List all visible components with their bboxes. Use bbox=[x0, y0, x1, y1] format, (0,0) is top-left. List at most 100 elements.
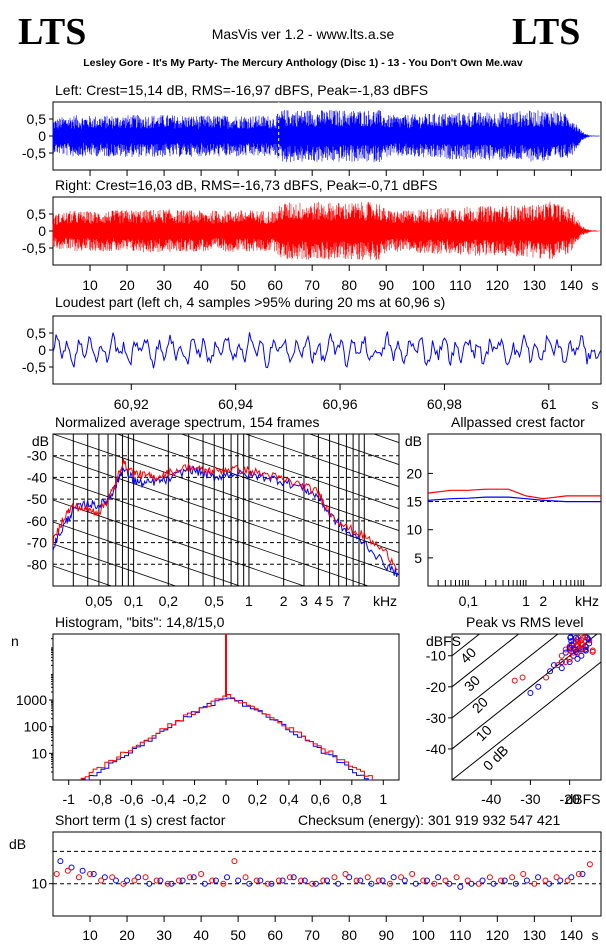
shortcrest-right-point bbox=[242, 874, 249, 881]
shortcrest-left-point bbox=[179, 877, 186, 884]
spectrum-grid bbox=[53, 258, 399, 839]
right-wave-ytick-label: 0,5 bbox=[27, 206, 47, 222]
peakrms-left-point bbox=[566, 658, 573, 665]
peakrms-left-point bbox=[578, 652, 585, 659]
peakrms-left-point bbox=[586, 640, 593, 647]
spectrum-ytick-label: -70 bbox=[27, 535, 47, 551]
shortcrest-right-point bbox=[453, 874, 460, 881]
left-wave-ytick-label: -0,5 bbox=[22, 145, 46, 161]
shortcrest-left-point bbox=[579, 871, 586, 877]
shortcrest-left-point bbox=[212, 877, 219, 884]
spectrum-frame bbox=[52, 433, 400, 587]
shortcrest-left-point bbox=[90, 871, 97, 877]
shortcrest-right-point bbox=[531, 880, 538, 887]
shortcrest-right-point bbox=[209, 877, 216, 884]
shortcrest-right-point bbox=[220, 880, 227, 887]
peakrms-left-point bbox=[574, 655, 581, 662]
shortcrest-right-point bbox=[309, 880, 316, 887]
peakrms-left-point bbox=[527, 690, 534, 697]
shortcrest-right-point bbox=[375, 877, 382, 884]
peakrms-right-point bbox=[554, 662, 561, 669]
peakrms-left-point bbox=[558, 665, 565, 672]
shortcrest-left-point bbox=[57, 858, 64, 865]
spectrum-slope bbox=[372, 434, 399, 443]
right-wave-title: Right: Crest=16,03 dB, RMS=-16,73 dBFS, … bbox=[55, 177, 438, 193]
peakrms-diagonal bbox=[452, 634, 520, 688]
histogram-ytick-label: 1000 bbox=[16, 692, 47, 708]
shortcrest-left-point bbox=[157, 877, 164, 884]
shortcrest-right-point bbox=[275, 877, 282, 884]
right-wave-xtick-label: 60 bbox=[267, 277, 283, 293]
shortcrest-left-point bbox=[235, 877, 242, 884]
peakrms-right-point bbox=[566, 655, 573, 662]
peakrms-ytick-label: -30 bbox=[426, 710, 446, 726]
right-wave-xtick-label: 80 bbox=[341, 277, 357, 293]
spectrum-slope bbox=[53, 720, 399, 839]
allpass-ytick-label: 5 bbox=[414, 550, 422, 566]
peakrms-right-point bbox=[575, 638, 582, 645]
peakrms-diagonal bbox=[452, 661, 601, 780]
spectrum-title: Normalized average spectrum, 154 frames bbox=[55, 414, 320, 430]
right-wave-xtick-label: 40 bbox=[193, 277, 209, 293]
loudest-ytick-label: 0,5 bbox=[27, 325, 47, 341]
shortcrest-left-point bbox=[101, 874, 108, 881]
shortcrest-right-point bbox=[386, 880, 393, 887]
right-wave-xtick-label: 140 bbox=[560, 277, 584, 293]
spectrum-ytick-label: -30 bbox=[27, 448, 47, 464]
allpass-ytick-label: 20 bbox=[406, 465, 422, 481]
peakrms-diagonal bbox=[452, 634, 559, 719]
shortcrest-right-point bbox=[520, 871, 527, 877]
spectrum-slope bbox=[308, 434, 399, 465]
histogram-xtick-label: 0,6 bbox=[311, 791, 331, 807]
right-wave-xtick-label: 20 bbox=[119, 277, 135, 293]
histogram-right-line bbox=[80, 694, 373, 780]
shortcrest-left-point bbox=[168, 880, 175, 887]
histogram-left-line bbox=[80, 697, 373, 781]
left-wave-ytick-label: 0 bbox=[38, 128, 46, 144]
shortcrest-left-point bbox=[568, 874, 575, 881]
shortcrest-ylabel: dB bbox=[9, 836, 26, 852]
allpass-ylabel: dB bbox=[405, 433, 422, 449]
spectrum-slope bbox=[53, 521, 242, 586]
shortcrest-right-point bbox=[164, 880, 171, 887]
shortcrest-left-point bbox=[401, 877, 408, 884]
shortcrest-left-point bbox=[335, 880, 342, 887]
shortcrest-right-point bbox=[231, 858, 238, 865]
peakrms-right-point bbox=[543, 674, 550, 681]
shortcrest-left-point bbox=[346, 874, 353, 881]
shortcrest-left-point bbox=[546, 880, 553, 887]
shortcrest-left-point bbox=[79, 867, 86, 874]
loudest-xtick-label: 60,94 bbox=[218, 396, 253, 412]
right-wave-ytick-label: 0 bbox=[38, 223, 46, 239]
histogram-xtick-label: 0,4 bbox=[279, 791, 299, 807]
allpass-xtick-label: 1 bbox=[522, 593, 530, 609]
shortcrest-right-point bbox=[542, 877, 549, 884]
right-wave-xtick-label: 120 bbox=[486, 277, 510, 293]
shortcrest-right-point bbox=[298, 877, 305, 884]
spectrum-slope bbox=[53, 258, 399, 377]
spectrum-slope bbox=[53, 543, 177, 586]
shortcrest-right-point bbox=[64, 867, 71, 874]
spectrum-slope bbox=[115, 434, 399, 531]
shortcrest-right-point bbox=[142, 874, 149, 881]
histogram-xtick-label: -0,8 bbox=[88, 791, 112, 807]
peakrms-left-point bbox=[558, 658, 565, 665]
peakrms-right-point bbox=[578, 645, 585, 652]
shortcrest-left-point bbox=[190, 874, 197, 881]
shortcrest-left-point bbox=[290, 874, 297, 881]
loudest-xtick-label: 60,92 bbox=[114, 396, 149, 412]
shortcrest-xtick-label: 20 bbox=[119, 927, 135, 943]
allpass-xtick-label: 2 bbox=[539, 593, 547, 609]
peakrms-ytick-label: -40 bbox=[426, 741, 446, 757]
shortcrest-right-point bbox=[109, 874, 116, 881]
histogram-ytick-label: 100 bbox=[24, 719, 48, 735]
shortcrest-xtick-label: 120 bbox=[486, 927, 510, 943]
shortcrest-right-point bbox=[120, 880, 127, 887]
spectrum-slope bbox=[180, 434, 399, 509]
shortcrest-left-point bbox=[468, 880, 475, 887]
shortcrest-right-point bbox=[509, 874, 516, 881]
shortcrest-right-point bbox=[398, 874, 405, 881]
peakrms-left-point bbox=[567, 634, 574, 641]
loudest-ytick-label: 0 bbox=[38, 342, 46, 358]
